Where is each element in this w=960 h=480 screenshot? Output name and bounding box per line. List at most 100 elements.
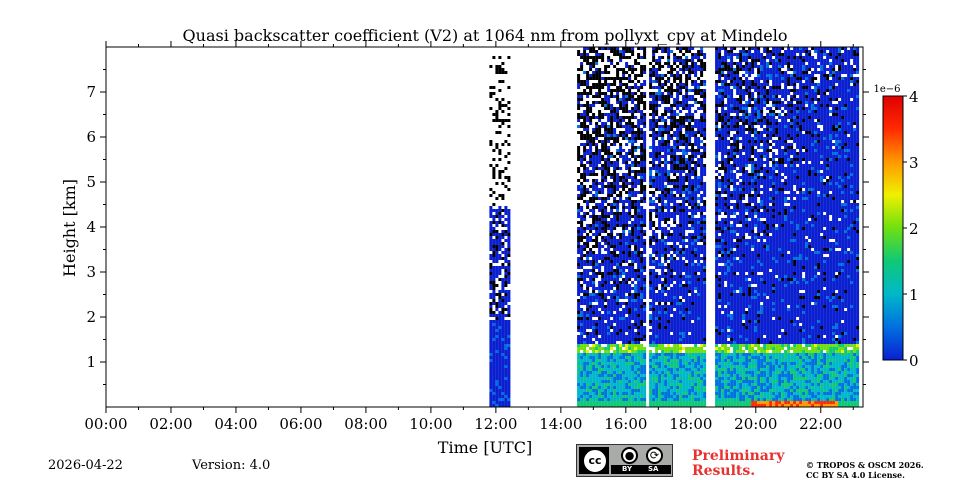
heatmap-cell xyxy=(697,245,701,248)
heatmap-cell xyxy=(592,320,596,323)
heatmap-cell xyxy=(577,374,581,377)
heatmap-cell xyxy=(664,383,668,386)
heatmap-cell xyxy=(655,80,659,83)
heatmap-cell xyxy=(625,296,629,299)
heatmap-cell xyxy=(721,347,725,350)
heatmap-cell xyxy=(667,275,671,278)
heatmap-cell xyxy=(652,221,656,224)
heatmap-cell xyxy=(495,254,499,257)
heatmap-cell xyxy=(577,113,581,116)
heatmap-cell xyxy=(595,236,599,239)
heatmap-cell xyxy=(577,287,581,290)
heatmap-cell xyxy=(504,284,508,287)
heatmap-cell xyxy=(616,308,620,311)
heatmap-cell xyxy=(700,158,704,161)
heatmap-cell xyxy=(598,125,602,128)
heatmap-cell xyxy=(634,350,638,353)
heatmap-cell xyxy=(697,188,701,191)
heatmap-cell xyxy=(498,239,502,242)
heatmap-cell xyxy=(504,368,508,371)
heatmap-cell xyxy=(498,296,502,299)
heatmap-cell xyxy=(586,275,590,278)
heatmap-cell xyxy=(649,203,653,206)
heatmap-cell xyxy=(625,362,629,365)
heatmap-cell xyxy=(688,242,692,245)
heatmap-cell xyxy=(652,383,656,386)
heatmap-cell xyxy=(507,215,511,218)
heatmap-cell xyxy=(504,353,508,356)
heatmap-cell xyxy=(700,275,704,278)
heatmap-cell xyxy=(631,113,635,116)
heatmap-cell xyxy=(643,143,647,146)
heatmap-cell xyxy=(688,203,692,206)
heatmap-cell xyxy=(625,143,629,146)
heatmap-cell xyxy=(667,89,671,92)
heatmap-cell xyxy=(694,338,698,341)
heatmap-cell xyxy=(682,236,686,239)
heatmap-cell xyxy=(604,341,608,344)
heatmap-cell xyxy=(604,128,608,131)
heatmap-cell xyxy=(688,356,692,359)
heatmap-cell xyxy=(643,302,647,305)
heatmap-cell xyxy=(586,257,590,260)
heatmap-cell xyxy=(676,65,680,68)
heatmap-cell xyxy=(619,302,623,305)
heatmap-cell xyxy=(718,179,722,182)
heatmap-cell xyxy=(637,254,641,257)
heatmap-cell xyxy=(495,221,499,224)
heatmap-cell xyxy=(607,314,611,317)
heatmap-cell xyxy=(583,164,587,167)
heatmap-cell xyxy=(583,290,587,293)
heatmap-cell xyxy=(498,215,502,218)
heatmap-cell xyxy=(649,161,653,164)
heatmap-cell xyxy=(715,59,719,62)
heatmap-cell xyxy=(495,317,499,320)
heatmap-cell xyxy=(610,278,614,281)
heatmap-cell xyxy=(676,398,680,401)
heatmap-cell xyxy=(580,323,584,326)
heatmap-cell xyxy=(721,362,725,365)
heatmap-cell xyxy=(577,83,581,86)
heatmap-cell xyxy=(682,212,686,215)
heatmap-cell xyxy=(610,368,614,371)
heatmap-cell xyxy=(613,155,617,158)
heatmap-cell xyxy=(637,98,641,101)
heatmap-cell xyxy=(501,233,505,236)
heatmap-cell xyxy=(667,173,671,176)
heatmap-cell xyxy=(507,134,511,137)
heatmap-cell xyxy=(586,92,590,95)
heatmap-cell xyxy=(655,308,659,311)
heatmap-cell xyxy=(649,113,653,116)
heatmap-cell xyxy=(691,374,695,377)
heatmap-cell xyxy=(643,353,647,356)
heatmap-cell xyxy=(658,281,662,284)
heatmap-cell xyxy=(715,176,719,179)
heatmap-cell xyxy=(652,101,656,104)
heatmap-cell xyxy=(640,65,644,68)
heatmap-cell xyxy=(724,122,728,125)
heatmap-cell xyxy=(682,308,686,311)
heatmap-cell xyxy=(694,368,698,371)
heatmap-cell xyxy=(595,158,599,161)
heatmap-cell xyxy=(601,104,605,107)
heatmap-cell xyxy=(604,200,608,203)
heatmap-cell xyxy=(700,182,704,185)
heatmap-cell xyxy=(640,371,644,374)
heatmap-cell xyxy=(664,194,668,197)
heatmap-cell xyxy=(703,131,707,134)
heatmap-cell xyxy=(658,275,662,278)
heatmap-cell xyxy=(622,176,626,179)
heatmap-cell xyxy=(583,254,587,257)
heatmap-cell xyxy=(715,404,719,407)
heatmap-cell xyxy=(489,281,493,284)
heatmap-cell xyxy=(688,359,692,362)
heatmap-cell xyxy=(649,236,653,239)
heatmap-cell xyxy=(652,137,656,140)
heatmap-cell xyxy=(601,53,605,56)
heatmap-cell xyxy=(640,254,644,257)
heatmap-cell xyxy=(649,335,653,338)
heatmap-cell xyxy=(658,224,662,227)
heatmap-cell xyxy=(598,218,602,221)
heatmap-cell xyxy=(667,182,671,185)
heatmap-cell xyxy=(616,116,620,119)
